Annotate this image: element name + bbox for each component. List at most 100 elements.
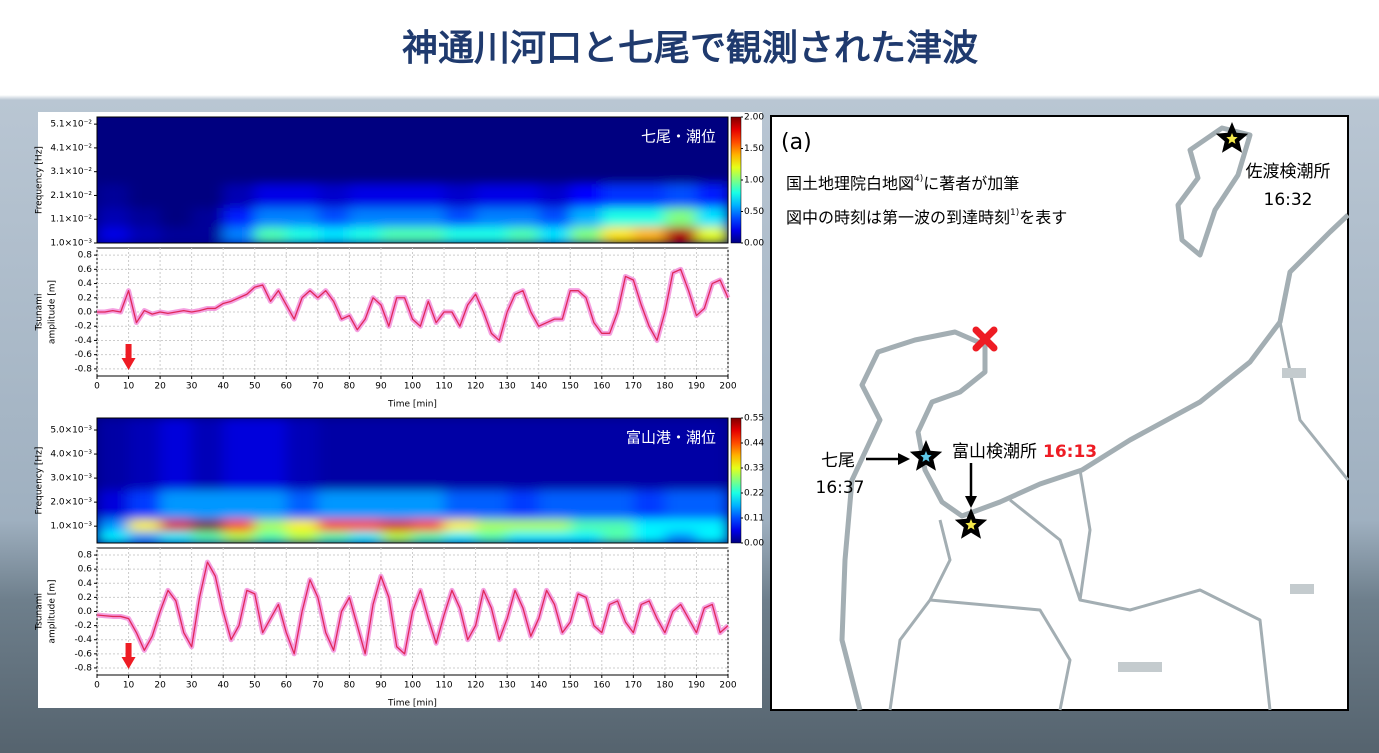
border bbox=[1078, 469, 1092, 601]
x-tick-label: 40 bbox=[217, 382, 229, 392]
heat-cell bbox=[633, 490, 666, 520]
heat-cell bbox=[507, 518, 540, 532]
y-tick-label: 0.4 bbox=[78, 579, 93, 589]
heat-cell bbox=[97, 518, 130, 532]
heat-cell bbox=[507, 117, 540, 185]
y-tick-label: 2.0×10⁻³ bbox=[50, 498, 92, 508]
heat-cell bbox=[507, 418, 540, 491]
x-tick-label: 30 bbox=[186, 382, 198, 392]
heat-cell bbox=[444, 117, 477, 185]
heat-cell bbox=[349, 530, 382, 543]
heat-cell bbox=[601, 518, 634, 532]
y-tick-label: 5.0×10⁻³ bbox=[50, 426, 92, 436]
heat-cell bbox=[317, 418, 350, 491]
heat-cell bbox=[97, 530, 130, 543]
y-tick-label: 0.0 bbox=[78, 308, 93, 318]
heat-cell bbox=[254, 117, 287, 185]
x-tick-label: 170 bbox=[625, 681, 642, 691]
heat-cell bbox=[601, 226, 634, 243]
y-axis-label: amplitude [m] bbox=[48, 579, 58, 643]
heat-cell bbox=[570, 117, 603, 185]
heat-cell bbox=[191, 183, 224, 208]
x-tick-label: 140 bbox=[530, 382, 547, 392]
x-tick-label: 30 bbox=[186, 681, 198, 691]
heat-cell bbox=[128, 418, 161, 491]
heat-cell bbox=[507, 490, 540, 520]
heat-cell bbox=[475, 117, 508, 185]
heat-cell bbox=[128, 183, 161, 208]
x-tick-label: 100 bbox=[404, 681, 421, 691]
x-tick-label: 40 bbox=[217, 681, 229, 691]
heat-cell bbox=[160, 207, 193, 227]
heat-cell bbox=[507, 530, 540, 543]
heat-cell bbox=[380, 117, 413, 185]
x-tick-label: 10 bbox=[123, 681, 135, 691]
colorbar-label: 0.33 bbox=[744, 464, 764, 474]
x-tick-label: 70 bbox=[312, 681, 324, 691]
y-axis-label: amplitude [m] bbox=[48, 280, 58, 344]
x-tick-label: 50 bbox=[249, 681, 261, 691]
note-text: に著者が加筆 bbox=[923, 174, 1019, 193]
x-tick-label: 190 bbox=[688, 382, 705, 392]
y-tick-label: -0.6 bbox=[74, 350, 92, 360]
heat-cell bbox=[570, 226, 603, 243]
y-axis-label: Tsunami bbox=[35, 593, 45, 631]
line bbox=[97, 268, 729, 342]
heat-cell bbox=[475, 226, 508, 243]
heat-cell bbox=[412, 518, 445, 532]
heat-cell bbox=[254, 226, 287, 243]
heat-cell bbox=[475, 518, 508, 532]
panel-label: 富山港・潮位 bbox=[626, 429, 716, 447]
heat-cell bbox=[286, 530, 319, 543]
colorbar bbox=[730, 417, 742, 544]
heat-cell bbox=[380, 418, 413, 491]
island bbox=[1118, 662, 1162, 672]
heat-cell bbox=[317, 117, 350, 185]
station-name: 富山検潮所 bbox=[952, 442, 1037, 462]
heat-cell bbox=[223, 530, 256, 543]
heat-cell bbox=[97, 207, 130, 227]
y-tick-label: 0.2 bbox=[78, 593, 92, 603]
heat-cell bbox=[601, 207, 634, 227]
colorbar bbox=[730, 116, 742, 244]
heat-cell bbox=[664, 518, 697, 532]
heat-cell bbox=[349, 518, 382, 532]
heat-cell bbox=[538, 226, 571, 243]
x-tick-label: 70 bbox=[312, 382, 324, 392]
heat-cell bbox=[664, 530, 697, 543]
heat-cell bbox=[696, 226, 728, 243]
heat-cell bbox=[191, 207, 224, 227]
heat-cell bbox=[538, 530, 571, 543]
map bbox=[839, 125, 1350, 711]
heat-cell bbox=[286, 183, 319, 208]
station-star-inner bbox=[1226, 133, 1238, 144]
y-tick-label: 1.0×10⁻³ bbox=[50, 522, 92, 532]
heat-cell bbox=[286, 117, 319, 185]
arrival-arrow bbox=[121, 344, 136, 370]
x-tick-label: 50 bbox=[249, 382, 261, 392]
heat-cell bbox=[380, 518, 413, 532]
x-tick-label: 90 bbox=[375, 382, 387, 392]
heat-cell bbox=[128, 117, 161, 185]
heat-cell bbox=[160, 530, 193, 543]
heat-cell bbox=[254, 207, 287, 227]
note-sup: 4) bbox=[914, 174, 923, 184]
heat-cell bbox=[475, 207, 508, 227]
heat-cell bbox=[412, 490, 445, 520]
arrowhead bbox=[898, 453, 910, 465]
heat-cell bbox=[664, 490, 697, 520]
heat-cell bbox=[160, 117, 193, 185]
x-tick-label: 110 bbox=[435, 681, 452, 691]
heat-cell bbox=[286, 490, 319, 520]
epicenter bbox=[972, 326, 998, 352]
x-tick-label: 20 bbox=[154, 382, 166, 392]
x-tick-label: 0 bbox=[94, 382, 100, 392]
x-tick-label: 170 bbox=[625, 382, 642, 392]
heat-cell bbox=[444, 183, 477, 208]
heat-cell bbox=[601, 418, 634, 491]
heat-cell bbox=[570, 207, 603, 227]
x-tick-label: 60 bbox=[281, 382, 293, 392]
x-tick-label: 180 bbox=[656, 382, 673, 392]
